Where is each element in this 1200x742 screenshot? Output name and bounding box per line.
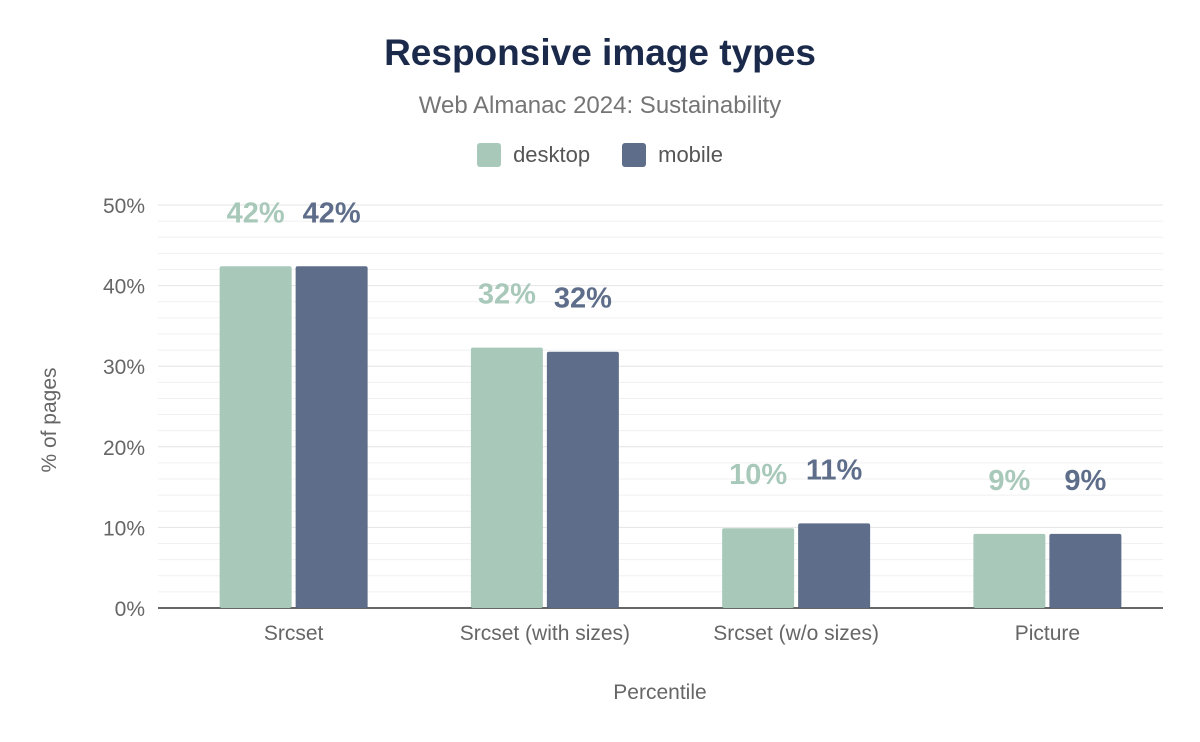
legend-label: desktop [513,142,591,167]
x-tick-label: Srcset [264,622,324,645]
legend: desktop mobile [0,142,1200,168]
y-tick-label: 10% [103,517,145,540]
bar-desktop [470,347,543,608]
chart-title: Responsive image types [384,32,816,73]
data-label: 42% [303,197,361,229]
data-label: 42% [227,197,285,229]
bar-desktop [973,533,1046,608]
y-tick-label: 30% [103,356,145,379]
x-tick-label: Srcset (with sizes) [460,622,630,645]
y-tick-label: 40% [103,276,145,299]
chart-subtitle: Web Almanac 2024: Sustainability [418,92,782,119]
x-tick-label: Srcset (w/o sizes) [713,622,879,645]
data-label: 32% [478,279,536,311]
data-label: 9% [988,465,1030,497]
y-tick-label: 0% [115,598,145,621]
x-axis-title: Percentile [613,681,706,704]
x-tick-label: Picture [1015,622,1080,645]
data-label: 9% [1064,465,1106,497]
data-label: 11% [806,454,863,486]
data-label: 32% [554,283,612,315]
legend-item-desktop[interactable]: desktop [477,142,590,168]
data-label: 10% [729,459,787,491]
bar-mobile [295,266,368,608]
bar-mobile [1049,533,1122,608]
legend-swatch-mobile [622,143,647,167]
legend-swatch-desktop [477,143,502,167]
y-tick-label: 20% [103,437,145,460]
bar-desktop [219,266,292,608]
y-tick-label: 50% [103,195,145,218]
y-axis-title: % of pages [38,367,61,472]
legend-label: mobile [658,142,723,167]
bar-mobile [546,351,619,608]
bar-desktop [722,528,795,608]
legend-item-mobile[interactable]: mobile [622,142,723,168]
bar-mobile [798,523,871,608]
